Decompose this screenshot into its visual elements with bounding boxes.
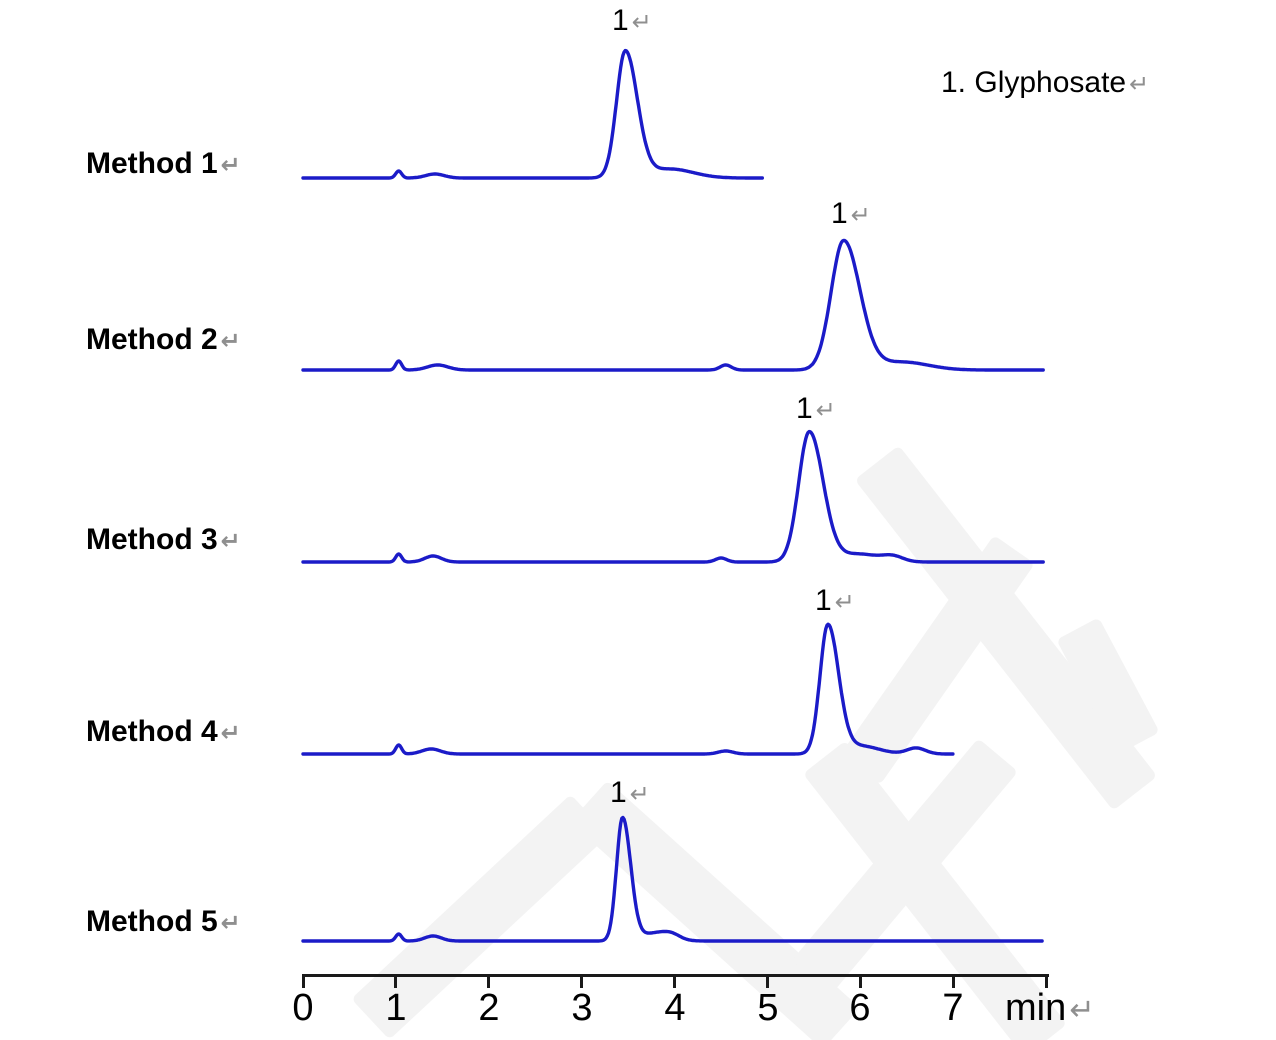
axis-tick-label-3: 3 xyxy=(571,987,593,1029)
axis-tick-label-1: 1 xyxy=(385,987,407,1029)
trace-method-4 xyxy=(301,622,955,756)
method-label-text: Method 3 xyxy=(86,523,218,556)
axis-unit-label: min↵ xyxy=(1005,987,1095,1032)
peak-label-method-3: 1 ↵ xyxy=(796,393,836,426)
axis-line xyxy=(303,974,1049,977)
peak-label-method-5: 1 ↵ xyxy=(610,777,650,810)
return-mark-icon: ↵ xyxy=(850,201,871,229)
axis-tick xyxy=(859,974,862,988)
peak-number: 1 xyxy=(815,584,832,617)
method-label-method-1: Method 1 ↵ xyxy=(86,147,241,182)
peak-label-method-4: 1 ↵ xyxy=(815,585,855,618)
axis-tick-label-5: 5 xyxy=(757,987,779,1029)
axis-tick-label-4: 4 xyxy=(664,987,686,1029)
trace-method-1 xyxy=(301,48,764,180)
return-mark-icon: ↵ xyxy=(220,909,241,937)
method-label-method-5: Method 5 ↵ xyxy=(86,905,241,940)
axis-tick xyxy=(487,974,490,988)
axis-tick xyxy=(394,974,397,988)
trace-method-3 xyxy=(301,429,1045,564)
axis-tick-label-2: 2 xyxy=(478,987,500,1029)
return-mark-icon: ↵ xyxy=(834,588,855,616)
axis-tick xyxy=(766,974,769,988)
method-label-text: Method 4 xyxy=(86,715,218,748)
method-label-method-2: Method 2 ↵ xyxy=(86,323,241,358)
return-mark-icon: ↵ xyxy=(220,151,241,179)
return-mark-icon: ↵ xyxy=(815,396,836,424)
axis-tick xyxy=(673,974,676,988)
peak-legend: 1. Glyphosate ↵ xyxy=(941,66,1149,101)
peak-number: 1 xyxy=(612,4,629,37)
return-mark-icon: ↵ xyxy=(631,8,652,36)
axis-tick xyxy=(1045,974,1048,988)
method-label-method-3: Method 3 ↵ xyxy=(86,523,241,558)
method-label-text: Method 2 xyxy=(86,323,218,356)
peak-label-method-1: 1 ↵ xyxy=(612,5,652,38)
return-mark-icon: ↵ xyxy=(629,780,650,808)
axis-tick xyxy=(302,974,305,988)
axis-tick-label-0: 0 xyxy=(292,987,314,1029)
return-mark-icon: ↵ xyxy=(220,527,241,555)
axis-tick-label-6: 6 xyxy=(849,987,871,1029)
trace-method-5 xyxy=(301,815,1044,943)
axis-tick-label-7: 7 xyxy=(942,987,964,1029)
return-mark-icon: ↵ xyxy=(220,327,241,355)
axis-tick xyxy=(952,974,955,988)
peak-legend-text: 1. Glyphosate xyxy=(941,66,1127,99)
method-label-text: Method 1 xyxy=(86,147,218,180)
return-mark-icon: ↵ xyxy=(1069,993,1095,1028)
peak-number: 1 xyxy=(796,392,813,425)
axis-tick xyxy=(580,974,583,988)
trace-method-2 xyxy=(301,238,1045,372)
return-mark-icon: ↵ xyxy=(220,719,241,747)
peak-number: 1 xyxy=(831,197,848,230)
method-label-text: Method 5 xyxy=(86,905,218,938)
axis-unit-text: min xyxy=(1005,987,1067,1029)
peak-label-method-2: 1 ↵ xyxy=(831,198,871,231)
return-mark-icon: ↵ xyxy=(1129,70,1150,98)
method-label-method-4: Method 4 ↵ xyxy=(86,715,241,750)
peak-number: 1 xyxy=(610,776,627,809)
